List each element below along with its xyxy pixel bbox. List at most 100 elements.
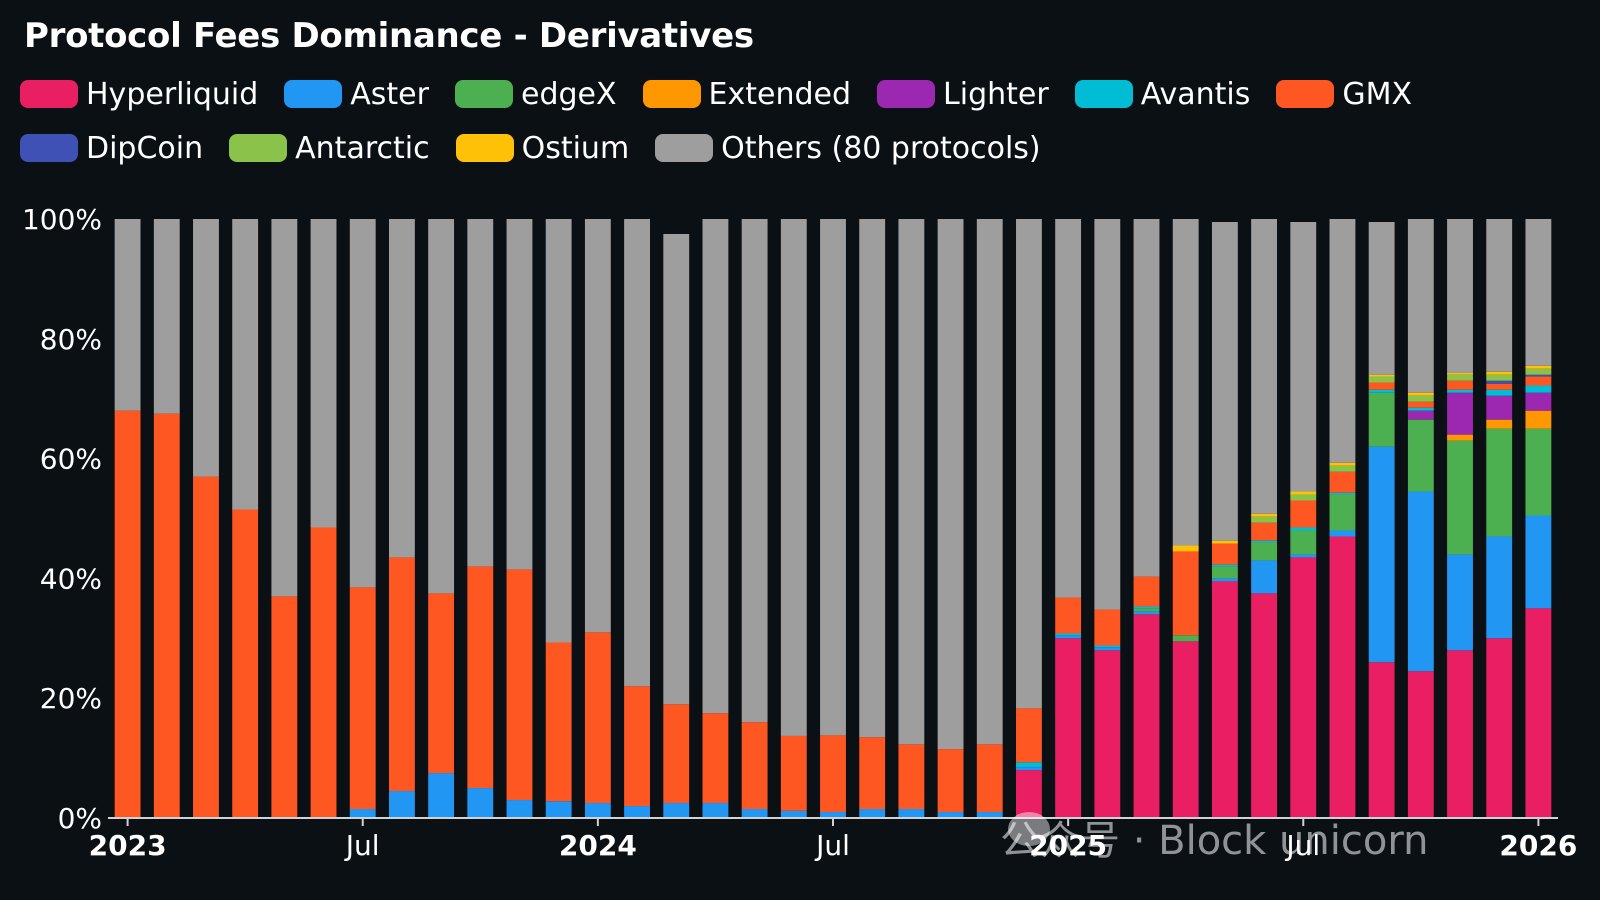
bar-segment-others <box>1251 219 1278 514</box>
bar-segment-aster <box>467 788 494 818</box>
chart-title: Protocol Fees Dominance - Derivatives <box>24 16 754 56</box>
legend-swatch <box>20 134 78 162</box>
bar-segment-avantis <box>1251 540 1278 543</box>
bar-segment-gmx <box>741 722 768 810</box>
legend-label: Antarctic <box>295 130 430 166</box>
bar-segment-edgex <box>1329 494 1356 531</box>
bar-segment-hyperliquid <box>1016 770 1042 818</box>
legend-item-avantis[interactable]: Avantis <box>1074 76 1250 112</box>
legend-swatch <box>1074 80 1133 108</box>
bar-segment-others <box>1407 219 1434 393</box>
bar-segment-aster <box>428 773 455 818</box>
legend-label: Ostium <box>521 130 630 166</box>
legend-item-extended[interactable]: Extended <box>642 76 851 112</box>
bar-segment-gmx <box>428 593 455 774</box>
bar-segment-gmx <box>153 413 180 818</box>
legend-label: Lighter <box>943 76 1049 112</box>
bar-segment-edgex <box>1133 608 1160 612</box>
bar-segment-hyperliquid <box>1290 557 1317 818</box>
legend-item-edgex[interactable]: edgeX <box>454 76 617 112</box>
bar-segment-gmx <box>545 642 572 802</box>
legend-swatch <box>229 134 288 162</box>
bar-segment-gmx <box>1172 551 1199 636</box>
bar-segment-hyperliquid <box>1094 650 1121 818</box>
bar-segment-aster <box>702 803 729 818</box>
bar-segment-aster <box>976 812 1003 818</box>
bar-segment-gmx <box>1055 597 1082 634</box>
bar-segment-antarctic <box>1525 368 1552 375</box>
bar-segment-hyperliquid <box>1251 593 1278 819</box>
bar-segment-others <box>310 219 337 528</box>
legend-swatch <box>877 80 936 108</box>
legend-item-ostium[interactable]: Ostium <box>455 130 630 166</box>
bar-segment-others <box>193 219 219 477</box>
bar-segment-hyperliquid <box>1486 638 1513 818</box>
legend-item-aster[interactable]: Aster <box>284 76 429 112</box>
bar-segment-extended <box>1525 410 1552 429</box>
watermark-text: 公众号 · Block unicorn <box>1000 818 1429 864</box>
bar-segment-others <box>1094 219 1121 610</box>
bar-segment-gmx <box>506 569 533 801</box>
y-tick-label: 0% <box>58 802 102 835</box>
bar-segment-avantis <box>1211 564 1238 567</box>
legend: Hyperliquid Aster edgeX Extended Lighter Avan… <box>20 76 1590 166</box>
legend-item-dipcoin[interactable]: DipCoin <box>20 130 203 166</box>
bar-segment-others <box>1211 222 1238 541</box>
bar-segment-gmx <box>1251 522 1278 541</box>
legend-swatch <box>454 80 513 108</box>
bar-segment-aster <box>1016 767 1042 771</box>
bar-segment-others <box>1447 219 1473 373</box>
bar-segment-avantis <box>1329 492 1356 495</box>
bar-segment-lighter <box>1407 410 1434 420</box>
bar-segment-gmx <box>1407 401 1434 408</box>
bar-segment-aster <box>1251 560 1278 594</box>
bar-segment-aster <box>349 809 376 818</box>
bar-segment-avantis <box>1016 762 1042 768</box>
bar-segment-aster <box>780 810 807 818</box>
bar-segment-gmx <box>114 410 141 818</box>
bar-segment-others <box>1055 219 1082 598</box>
bar-segment-others <box>1368 222 1395 375</box>
legend-item-others[interactable]: Others (80 protocols) <box>655 130 1041 166</box>
bar-segment-avantis <box>1486 389 1513 396</box>
bar-segment-edgex <box>1251 542 1278 561</box>
wechat-icon <box>1008 812 1050 846</box>
bar-segment-others <box>1172 219 1199 546</box>
bar-segment-gmx <box>467 566 494 789</box>
bar-segment-hyperliquid <box>1329 536 1356 818</box>
bar-segment-hyperliquid <box>1525 608 1552 818</box>
bar-segment-aster <box>584 803 611 818</box>
bar-segment-edgex <box>1525 428 1552 516</box>
bar-segment-gmx <box>193 476 219 818</box>
legend-swatch <box>1276 80 1335 108</box>
legend-item-lighter[interactable]: Lighter <box>877 76 1049 112</box>
legend-swatch <box>20 80 78 108</box>
legend-item-gmx[interactable]: GMX <box>1276 76 1412 112</box>
bar-segment-gmx <box>976 744 1003 813</box>
bar-segment-gmx <box>702 713 729 804</box>
bar-segment-edgex <box>1486 428 1513 537</box>
bar-segment-others <box>232 219 259 510</box>
bar-segment-aster <box>1407 491 1434 672</box>
legend-item-antarctic[interactable]: Antarctic <box>229 130 430 166</box>
bar-segment-ostium <box>1172 545 1199 552</box>
bar-segment-aster <box>820 812 846 818</box>
bar-segment-edgex <box>1290 530 1317 555</box>
bar-segment-aster <box>1055 635 1082 639</box>
bar-segment-gmx <box>1525 376 1552 386</box>
bar-segment-avantis <box>1133 606 1160 609</box>
legend-item-hyperliquid[interactable]: Hyperliquid <box>20 76 258 112</box>
bar-segment-others <box>937 219 964 750</box>
bar-segment-aster <box>741 809 768 818</box>
bar-segment-gmx <box>1211 543 1238 565</box>
bar-segment-gmx <box>271 596 298 818</box>
bar-segment-edgex <box>1407 419 1434 492</box>
x-tick-label: Jul <box>344 829 380 862</box>
bar-segment-others <box>388 219 415 558</box>
y-tick-label: 100% <box>22 203 102 236</box>
bar-segment-ostium <box>1525 365 1552 369</box>
legend-label: GMX <box>1342 76 1413 112</box>
bar-segment-antarctic <box>1447 374 1473 381</box>
bar-segment-avantis <box>1525 385 1552 393</box>
